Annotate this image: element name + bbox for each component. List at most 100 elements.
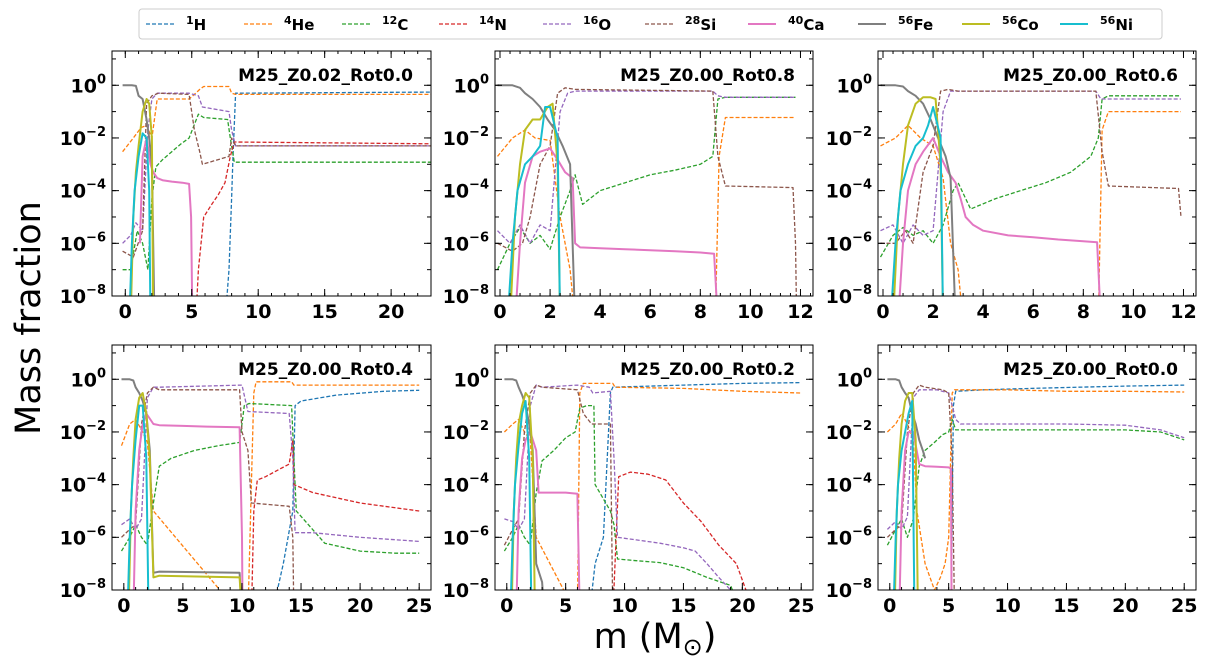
x-axis-title-main: m (M xyxy=(594,617,683,657)
y-tick-base: 10 xyxy=(60,181,86,203)
legend-label-14N: 14N xyxy=(479,14,507,34)
y-tick-exponent: −8 xyxy=(469,577,489,592)
x-tick-label: 10 xyxy=(245,301,271,323)
series-12C xyxy=(879,95,1181,258)
y-tick-base: 10 xyxy=(837,369,863,391)
x-tick-label: 0 xyxy=(876,301,889,323)
panel-title: M25_Z0.00_Rot0.6 xyxy=(1003,66,1178,86)
legend-label-56Fe: 56Fe xyxy=(898,14,933,34)
series-28Si xyxy=(497,87,797,296)
series-56Fe xyxy=(880,84,956,296)
y-tick-exponent: −2 xyxy=(86,419,106,434)
series-16O xyxy=(497,90,796,244)
y-tick-exponent: 0 xyxy=(863,72,872,87)
panel-frame xyxy=(877,344,1197,591)
x-tick-label: 6 xyxy=(644,301,657,323)
y-tick-exponent: −4 xyxy=(86,472,106,487)
y-tick-base: 10 xyxy=(60,286,86,308)
legend-sup-4He: 4 xyxy=(284,14,292,27)
y-tick-base: 10 xyxy=(443,181,469,203)
legend-element-14N: N xyxy=(494,16,507,34)
panel-title: M25_Z0.00_Rot0.4 xyxy=(238,360,413,380)
legend-element-4He: He xyxy=(292,16,315,34)
y-tick-exponent: −4 xyxy=(86,178,106,193)
legend-element-28Si: Si xyxy=(700,16,716,34)
y-tick-exponent: 0 xyxy=(863,366,872,381)
y-tick-label: 10−4 xyxy=(443,472,489,497)
panel-1-series xyxy=(122,84,431,296)
series-28Si xyxy=(122,92,431,258)
series-1H xyxy=(950,384,1185,590)
x-tick-label: 10 xyxy=(994,595,1020,617)
x-tick-label: 8 xyxy=(694,301,707,323)
panel-2-series xyxy=(496,84,797,296)
x-tick-label: 5 xyxy=(176,595,189,617)
y-tick-exponent: −8 xyxy=(852,577,872,592)
x-tick-label: 5 xyxy=(942,595,955,617)
y-tick-base: 10 xyxy=(837,75,863,97)
panel-title: M25_Z0.00_Rot0.2 xyxy=(620,360,795,380)
legend-sup-14N: 14 xyxy=(479,14,495,27)
y-tick-exponent: −4 xyxy=(469,472,489,487)
x-tick-label: 15 xyxy=(311,301,337,323)
y-tick-label: 10−6 xyxy=(826,230,872,255)
panel-frame xyxy=(111,344,432,591)
x-tick-label: 0 xyxy=(883,595,896,617)
x-tick-label: 5 xyxy=(559,595,572,617)
legend-element-1H: H xyxy=(194,16,207,34)
x-tick-label: 10 xyxy=(1120,301,1146,323)
panel-title: M25_Z0.02_Rot0.0 xyxy=(238,66,413,86)
y-tick-exponent: −4 xyxy=(852,178,872,193)
y-tick-exponent: −2 xyxy=(852,419,872,434)
legend: 1H 4He 12C 14N 16O 28Si 40Ca 56Fe 56Co 56Ni xyxy=(138,8,1163,40)
panel-2: 0 2 4 6 8 10 1210010−210−410−610−8M25_Z0.00_Ro… xyxy=(443,50,814,323)
y-tick-label: 10−8 xyxy=(826,577,872,602)
y-tick-base: 10 xyxy=(443,422,469,444)
legend-item-56Co: 56Co xyxy=(962,14,1039,34)
y-tick-label: 10−6 xyxy=(443,230,489,255)
x-tick-label: 10 xyxy=(611,595,637,617)
y-tick-exponent: −6 xyxy=(86,230,106,245)
x-tick-label: 20 xyxy=(347,595,373,617)
series-14N xyxy=(613,471,747,590)
series-14N xyxy=(251,439,420,590)
y-tick-base: 10 xyxy=(454,75,480,97)
legend-element-56Co: Co xyxy=(1017,16,1038,34)
series-40Ca xyxy=(132,412,244,590)
legend-item-12C: 12C xyxy=(342,14,408,34)
series-1H xyxy=(591,381,802,590)
y-tick-base: 10 xyxy=(60,422,86,444)
y-tick-label: 10−4 xyxy=(826,178,872,203)
y-tick-label: 10−4 xyxy=(826,472,872,497)
series-14N xyxy=(196,141,431,296)
legend-label-40Ca: 40Ca xyxy=(788,14,824,34)
y-tick-label: 10−2 xyxy=(60,125,106,150)
legend-element-12C: C xyxy=(397,16,408,34)
panel-frame xyxy=(494,50,814,297)
series-28Si xyxy=(880,88,1182,244)
y-tick-label: 100 xyxy=(454,72,490,97)
x-tick-label: 25 xyxy=(788,595,814,617)
series-12C xyxy=(503,404,734,590)
panel-3: 0 2 4 6 8 10 1210010−210−410−610−8M25_Z0.00_Ro… xyxy=(826,50,1197,323)
series-12C xyxy=(496,96,796,270)
series-4He xyxy=(496,116,796,296)
x-tick-label: 10 xyxy=(737,301,763,323)
y-tick-base: 10 xyxy=(443,527,469,549)
legend-item-14N: 14N xyxy=(439,14,507,34)
series-28Si xyxy=(886,384,955,590)
y-tick-base: 10 xyxy=(826,128,852,150)
y-tick-label: 10−2 xyxy=(826,125,872,150)
series-56Ni xyxy=(508,106,561,296)
y-tick-base: 10 xyxy=(60,527,86,549)
y-tick-exponent: −8 xyxy=(852,283,872,298)
y-tick-base: 10 xyxy=(443,233,469,255)
x-tick-label: 15 xyxy=(288,595,314,617)
series-16O xyxy=(504,384,732,590)
x-tick-label: 8 xyxy=(1077,301,1090,323)
legend-sup-16O: 16 xyxy=(583,14,599,27)
y-tick-base: 10 xyxy=(60,580,86,602)
y-tick-label: 10−6 xyxy=(60,230,106,255)
panel-title: M25_Z0.00_Rot0.8 xyxy=(620,66,795,86)
x-tick-label: 0 xyxy=(493,301,506,323)
